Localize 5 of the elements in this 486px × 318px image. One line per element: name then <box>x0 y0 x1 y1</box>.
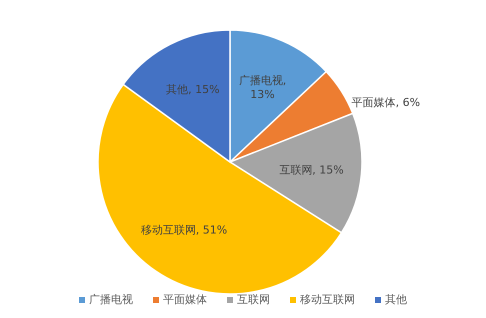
legend-label: 其他 <box>385 293 407 306</box>
legend-label: 移动互联网 <box>300 293 355 306</box>
legend-label: 平面媒体 <box>163 293 207 306</box>
legend-label: 互联网 <box>237 293 270 306</box>
legend-label: 广播电视 <box>89 293 133 306</box>
